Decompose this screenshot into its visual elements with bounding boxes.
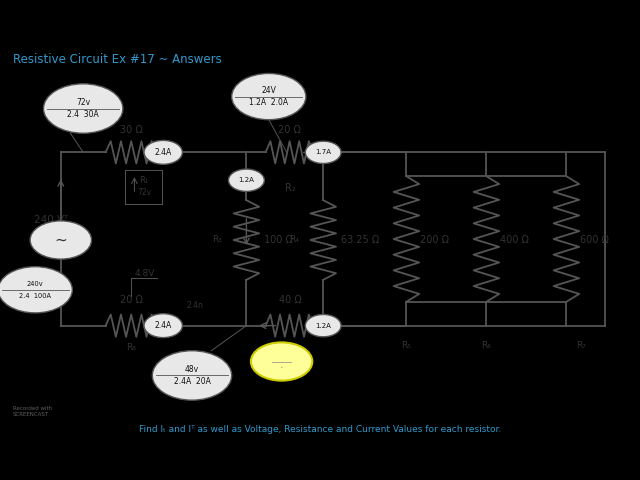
Circle shape [305,141,341,164]
Text: Recorded with
SCREENCAST: Recorded with SCREENCAST [13,406,52,417]
Circle shape [144,314,182,337]
Text: 2.4A: 2.4A [155,321,172,330]
Text: 2.4  30A: 2.4 30A [67,110,99,119]
Text: 2.4A: 2.4A [155,148,172,157]
Text: 600 Ω: 600 Ω [580,235,609,245]
Text: 200 Ω: 200 Ω [420,235,449,245]
Text: 40 Ω: 40 Ω [278,295,301,305]
Circle shape [30,221,92,259]
Text: 2.4  100A: 2.4 100A [19,293,51,299]
Text: R₁: R₁ [140,176,148,185]
Text: 2.4n: 2.4n [187,301,204,310]
Text: 1.2A: 1.2A [239,177,254,183]
Text: 400 Ω: 400 Ω [500,235,529,245]
Circle shape [152,351,232,400]
Text: 240v: 240v [27,281,44,287]
Text: R₄: R₄ [289,236,299,244]
Circle shape [44,84,123,133]
Text: 30 Ω: 30 Ω [120,125,143,135]
Text: R₂: R₂ [285,183,295,193]
Text: .: . [280,360,284,371]
Text: Resistive Circuit Ex #17 ~ Answers: Resistive Circuit Ex #17 ~ Answers [13,53,221,66]
Circle shape [0,267,72,313]
Text: 1.2A: 1.2A [316,323,331,329]
Text: 1.7A: 1.7A [315,149,332,156]
Circle shape [305,314,341,337]
Text: R₈: R₈ [126,343,136,352]
Text: 72v: 72v [76,98,90,107]
Text: 20 Ω: 20 Ω [120,295,143,305]
Text: R₃: R₃ [212,236,222,244]
Circle shape [251,342,312,381]
Circle shape [228,169,264,192]
Text: 2.4A  20A: 2.4A 20A [173,377,211,386]
Text: R₇: R₇ [576,341,586,350]
Text: R₅: R₅ [401,341,412,350]
Text: 4.8V: 4.8V [134,269,155,278]
Circle shape [144,141,182,164]
Text: 100 Ω: 100 Ω [264,235,293,245]
Text: R₉: R₉ [285,343,295,352]
Text: 24V: 24V [261,86,276,95]
Text: R₆: R₆ [481,341,492,350]
Text: ~: ~ [54,232,67,248]
Text: 1.2A  2.0A: 1.2A 2.0A [249,98,289,107]
Text: Find Iₜ and Iᵀ as well as Voltage, Resistance and Current Values for each resist: Find Iₜ and Iᵀ as well as Voltage, Resis… [139,425,501,434]
Text: 63.25 Ω: 63.25 Ω [341,235,380,245]
Text: 48v: 48v [185,365,199,374]
Text: 20 Ω: 20 Ω [278,125,301,135]
Circle shape [232,73,306,120]
Text: 240 Vᵀ: 240 Vᵀ [34,215,68,225]
Text: 72v: 72v [137,188,151,197]
